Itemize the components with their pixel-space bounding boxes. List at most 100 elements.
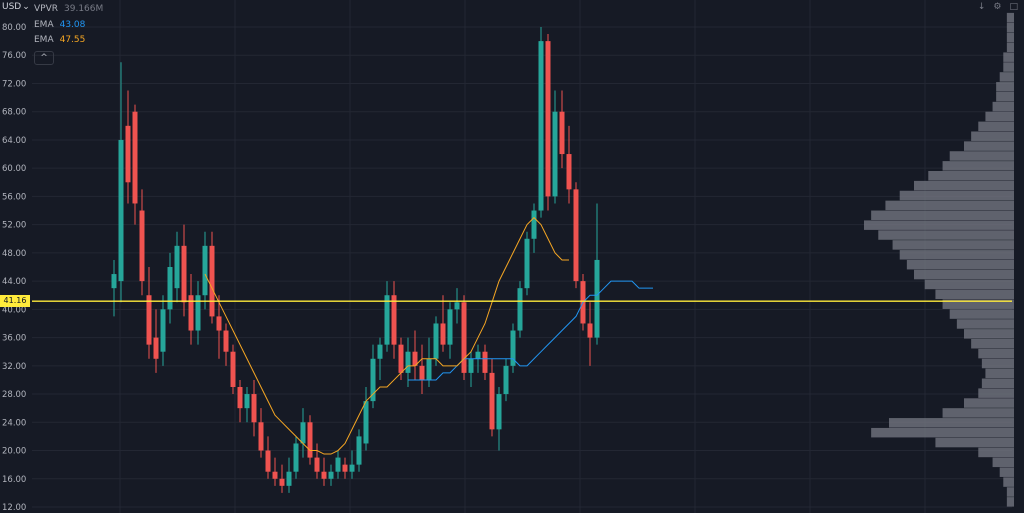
- y-tick-label: 56.00: [2, 192, 26, 202]
- volume-profile-bar: [942, 408, 1014, 418]
- arrow-down-icon[interactable]: ↓: [977, 2, 986, 12]
- volume-profile-bar: [978, 447, 1014, 458]
- window-controls: ↓ ⚙ □: [978, 2, 1018, 12]
- volume-profile-bar: [1006, 487, 1014, 497]
- candle-body: [307, 422, 313, 458]
- candle-body: [335, 457, 341, 472]
- y-tick-label: 28.00: [2, 390, 26, 400]
- volume-profile-bar: [935, 289, 1014, 300]
- candle-body: [342, 464, 348, 472]
- volume-profile-bar: [914, 180, 1014, 191]
- volume-profile-bar: [971, 339, 1014, 349]
- candle-body: [489, 372, 495, 430]
- candle-body: [349, 464, 355, 472]
- candle-body: [279, 478, 285, 486]
- candle-body: [237, 387, 243, 409]
- ema-line-orange: [204, 216, 569, 455]
- candle-body: [251, 394, 257, 423]
- volume-profile-bar: [1006, 22, 1014, 33]
- candle-body: [272, 471, 278, 479]
- candle-body: [419, 365, 425, 380]
- volume-profile-bar: [899, 250, 1014, 260]
- volume-profile-bar: [1006, 42, 1014, 53]
- candle-body: [468, 358, 474, 373]
- volume-profile-bar: [1003, 52, 1014, 62]
- legend-ema-1[interactable]: EMA 43.08: [34, 18, 103, 34]
- candle-body: [475, 351, 481, 359]
- candle-body: [398, 344, 404, 373]
- candle-body: [223, 330, 229, 352]
- candle-body: [566, 154, 572, 190]
- ema-line-blue: [408, 280, 653, 381]
- chevron-up-icon[interactable]: ^: [34, 50, 54, 65]
- volume-profile-bar: [871, 427, 1014, 438]
- volume-profile-bar: [964, 398, 1014, 408]
- volume-profile-bar: [992, 457, 1014, 468]
- y-tick-label: 68.00: [2, 108, 26, 118]
- volume-profile-bar: [914, 269, 1014, 280]
- candle-body: [230, 351, 236, 387]
- volume-profile-bar: [992, 101, 1014, 112]
- legend-vpvr-label: VPVR: [34, 4, 58, 14]
- y-tick-label: 40.00: [2, 305, 26, 315]
- volume-profile-bar: [942, 161, 1014, 171]
- legend-ema-2[interactable]: EMA 47.55: [34, 33, 103, 49]
- volume-profile-bar: [964, 141, 1014, 151]
- volume-profile-bar: [999, 467, 1014, 477]
- legend-vpvr-value: 39.166M: [64, 4, 104, 14]
- candle-body: [552, 111, 558, 197]
- y-tick-label: 76.00: [2, 51, 26, 61]
- candle-body: [167, 267, 173, 310]
- y-tick-label: 44.00: [2, 277, 26, 287]
- candle-body: [321, 471, 327, 479]
- candle-body: [265, 450, 271, 472]
- candle-body: [118, 139, 124, 282]
- volume-profile-bar: [1003, 477, 1014, 487]
- candle-body: [111, 274, 117, 289]
- y-tick-label: 32.00: [2, 362, 26, 372]
- candle-body: [160, 309, 166, 352]
- candle-body: [433, 323, 439, 359]
- candle-body: [412, 351, 418, 366]
- legend-vpvr[interactable]: VPVR 39.166M: [34, 2, 103, 18]
- candle-body: [195, 295, 201, 331]
- volume-profile-bar: [1003, 62, 1014, 72]
- volume-profile-bar: [985, 368, 1014, 379]
- volume-profile-bar: [935, 437, 1014, 448]
- settings-icon[interactable]: ⚙: [993, 2, 1002, 12]
- maximize-icon[interactable]: □: [1009, 2, 1018, 12]
- volume-profile-bar: [978, 388, 1014, 398]
- candle-body: [482, 351, 488, 373]
- volume-profile-bar: [999, 72, 1014, 82]
- candle-body: [496, 394, 502, 430]
- y-tick-label: 64.00: [2, 136, 26, 146]
- volume-profile-bar: [928, 171, 1014, 181]
- candle-body: [594, 259, 600, 338]
- chevron-down-icon: ⌄: [22, 2, 30, 12]
- candle-body: [370, 358, 376, 402]
- indicator-legend: VPVR 39.166M EMA 43.08 EMA 47.55 ^: [34, 2, 103, 65]
- volume-profile-bar: [1006, 12, 1014, 23]
- candle-body: [517, 288, 523, 331]
- y-tick-label: 24.00: [2, 418, 26, 428]
- volume-profile-bar: [956, 319, 1014, 329]
- volume-profile-bar: [878, 230, 1014, 240]
- volume-profile-bar: [949, 309, 1014, 319]
- volume-profile-bar: [981, 378, 1014, 389]
- volume-profile-bar: [985, 111, 1014, 122]
- y-tick-label: 20.00: [2, 447, 26, 457]
- volume-profile-bar: [949, 151, 1014, 161]
- candle-body: [314, 457, 320, 472]
- candle-body: [559, 111, 565, 155]
- volume-profile-bar: [885, 200, 1014, 211]
- currency-selector[interactable]: USD ⌄: [2, 2, 30, 12]
- y-tick-label: 12.00: [2, 503, 26, 513]
- candle-body: [202, 245, 208, 296]
- candle-body: [174, 245, 180, 289]
- volume-profile-bar: [1006, 497, 1014, 507]
- volume-profile-bar: [889, 418, 1014, 428]
- volume-profile-bar: [924, 279, 1014, 290]
- y-tick-label: 48.00: [2, 249, 26, 259]
- candle-body: [258, 422, 264, 451]
